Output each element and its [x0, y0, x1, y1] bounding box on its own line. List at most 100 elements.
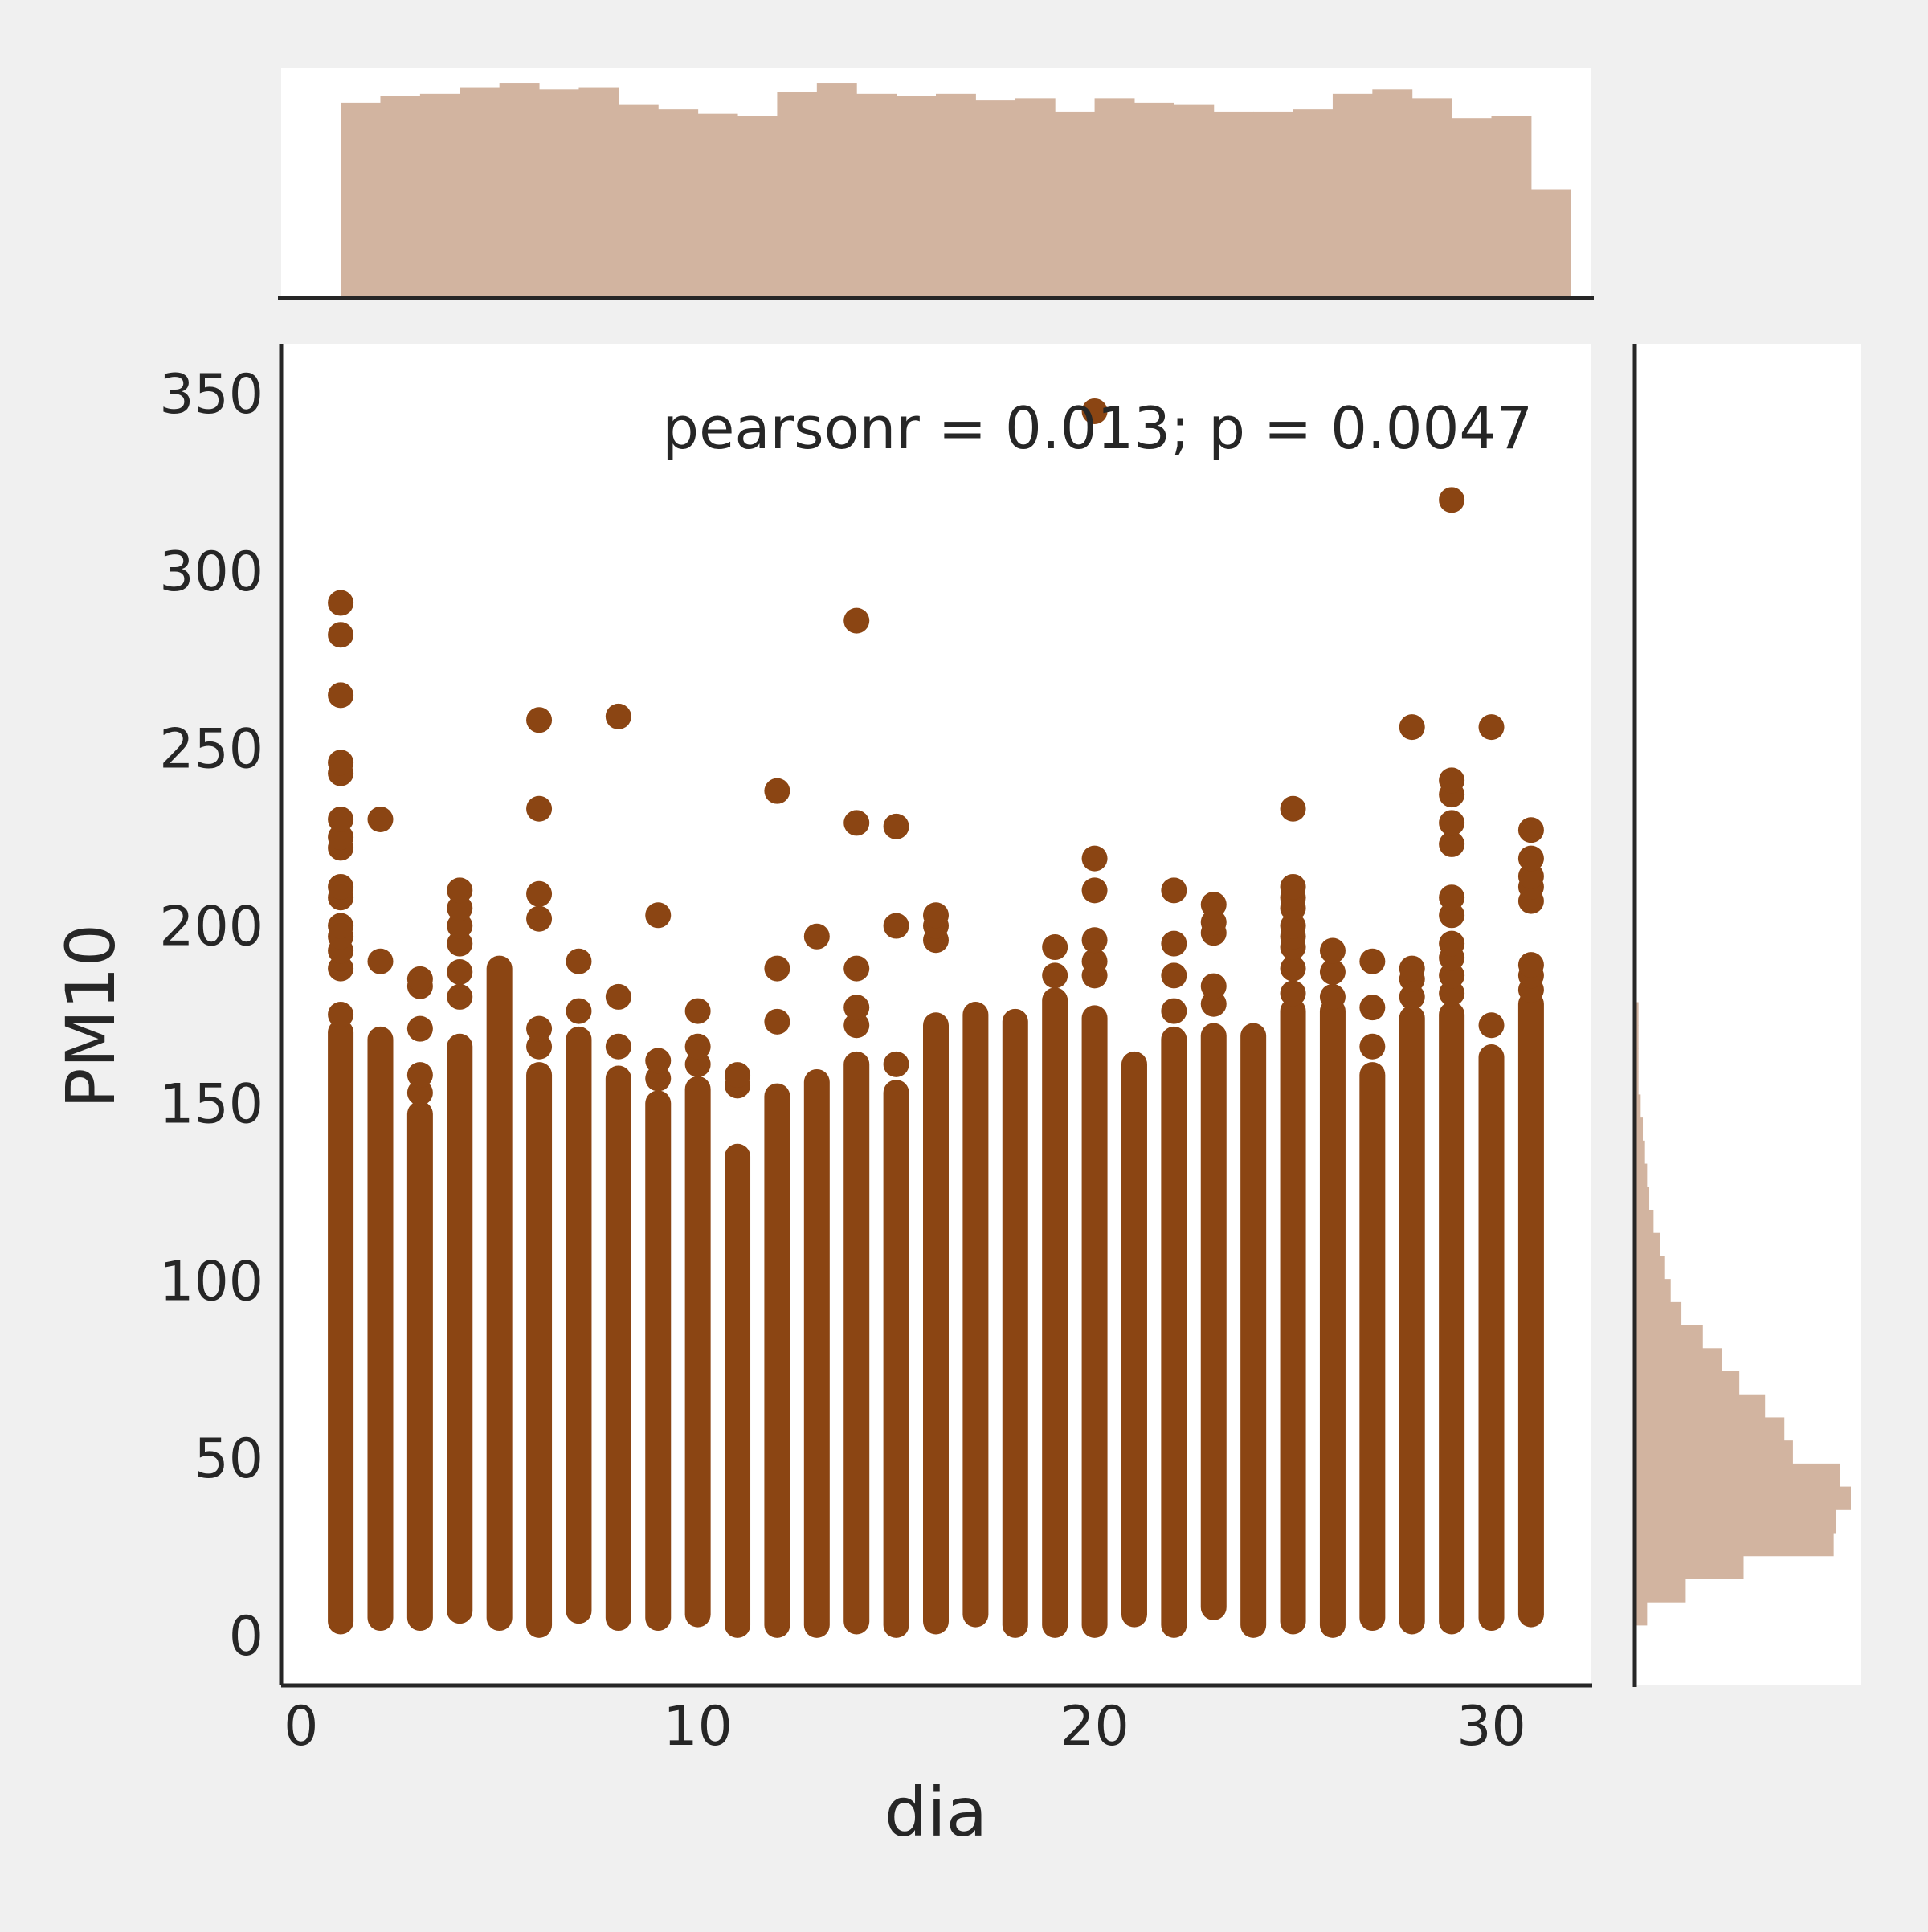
y-tick-label: 150: [159, 1072, 263, 1136]
y-hist-bar: [1636, 1509, 1836, 1534]
scatter-point: [1517, 845, 1544, 872]
x-hist-bar: [618, 104, 659, 296]
scatter-point: [566, 948, 592, 974]
y-tick-labels: 0 50 100 150 200 250 300 350: [159, 363, 263, 1669]
y-hist-bar: [1636, 1325, 1703, 1349]
scatter-point: [684, 1051, 711, 1077]
scatter-point: [645, 1065, 672, 1092]
y-hist-bar: [1636, 1140, 1645, 1165]
x-hist-bar: [539, 89, 579, 296]
x-tick-label: 30: [1456, 1695, 1526, 1758]
y-hist-bar: [1636, 1117, 1644, 1142]
y-hist-bar: [1636, 1256, 1665, 1280]
x-tick-label: 20: [1060, 1695, 1129, 1758]
x-hist-bar: [856, 93, 897, 296]
scatter-point: [844, 607, 870, 634]
y-hist-bar: [1636, 1301, 1682, 1326]
scatter-point: [684, 998, 711, 1024]
scatter-point: [526, 795, 553, 822]
x-hist-bar: [936, 93, 976, 296]
scatter-point: [1280, 980, 1306, 1007]
x-hist-bar: [1253, 111, 1294, 296]
y-hist-bar: [1636, 1348, 1722, 1372]
scatter-point: [605, 983, 631, 1010]
scatter-point: [1439, 767, 1465, 794]
y-tick-label: 350: [159, 363, 263, 427]
scatter-point: [844, 810, 870, 836]
x-hist-bar: [419, 93, 460, 296]
scatter-point: [764, 955, 790, 982]
scatter-point: [526, 707, 553, 733]
x-hist-bar: [380, 96, 421, 296]
scatter-point: [328, 1002, 354, 1027]
scatter-point: [1161, 998, 1187, 1024]
scatter-point: [883, 813, 909, 839]
y-hist-bar: [1636, 1163, 1648, 1187]
scatter-point: [566, 998, 592, 1024]
scatter-point: [1161, 962, 1187, 989]
scatter-point: [1478, 714, 1505, 741]
y-hist-bar: [1636, 1394, 1766, 1418]
scatter-point: [1399, 983, 1425, 1010]
scatter-point: [328, 682, 354, 709]
scatter-point: [605, 703, 631, 729]
scatter-point: [844, 1012, 870, 1039]
y-hist-bar: [1636, 1048, 1639, 1072]
scatter-point: [764, 1008, 790, 1035]
x-hist-bar: [1530, 189, 1571, 296]
scatter-point: [447, 930, 473, 957]
scatter-point: [1280, 873, 1306, 900]
scatter-point: [1081, 877, 1108, 904]
scatter-point: [328, 913, 354, 939]
scatter-point: [526, 1033, 553, 1060]
x-hist-bar: [1015, 98, 1056, 296]
scatter-point: [328, 873, 354, 900]
y-hist-bar: [1636, 1094, 1641, 1118]
y-hist-bar: [1636, 1602, 1648, 1626]
x-hist-bar: [1491, 116, 1532, 296]
scatter-point: [1517, 863, 1544, 889]
scatter-point: [684, 1033, 711, 1060]
y-hist-bar: [1636, 1071, 1639, 1095]
y-hist-bar: [1636, 1371, 1740, 1395]
y-hist-bar: [1636, 1533, 1834, 1557]
x-hist-bar: [1174, 104, 1215, 296]
x-hist-bar: [499, 83, 540, 296]
y-hist-bar: [1636, 1579, 1686, 1603]
scatter-point: [1319, 958, 1346, 985]
x-hist-bar: [697, 113, 738, 296]
scatter-point: [1439, 980, 1465, 1007]
y-hist-bar: [1636, 1463, 1840, 1488]
scatter-points: [328, 398, 1544, 1638]
scatter-point: [526, 1015, 553, 1042]
x-hist-bar: [460, 87, 500, 296]
y-tick-label: 0: [229, 1605, 263, 1669]
scatter-point: [844, 995, 870, 1021]
y-tick-label: 250: [159, 718, 263, 782]
x-hist-bar: [341, 102, 381, 296]
y-marginal-histogram: [1636, 1002, 1851, 1626]
x-hist-bar: [1134, 102, 1174, 296]
y-tick-label: 300: [159, 541, 263, 604]
scatter-point: [1280, 795, 1306, 822]
scatter-point: [406, 966, 433, 992]
scatter-point: [328, 955, 354, 982]
scatter-point: [1042, 962, 1068, 989]
scatter-point: [328, 750, 354, 776]
y-hist-bar: [1636, 1486, 1851, 1510]
scatter-point: [1280, 913, 1306, 939]
scatter-point: [1439, 962, 1465, 989]
scatter-point: [803, 923, 830, 950]
scatter-point: [645, 902, 672, 929]
scatter-point: [1200, 909, 1227, 936]
x-axis-label: dia: [884, 1773, 987, 1852]
scatter-point: [1439, 902, 1465, 929]
scatter-point: [605, 1033, 631, 1060]
scatter-point: [883, 1051, 909, 1077]
x-tick-labels: 0 10 20 30: [284, 1695, 1526, 1758]
scatter-point: [1359, 1033, 1386, 1060]
x-hist-bar: [578, 87, 619, 296]
scatter-point: [447, 877, 473, 904]
scatter-point: [1200, 973, 1227, 999]
